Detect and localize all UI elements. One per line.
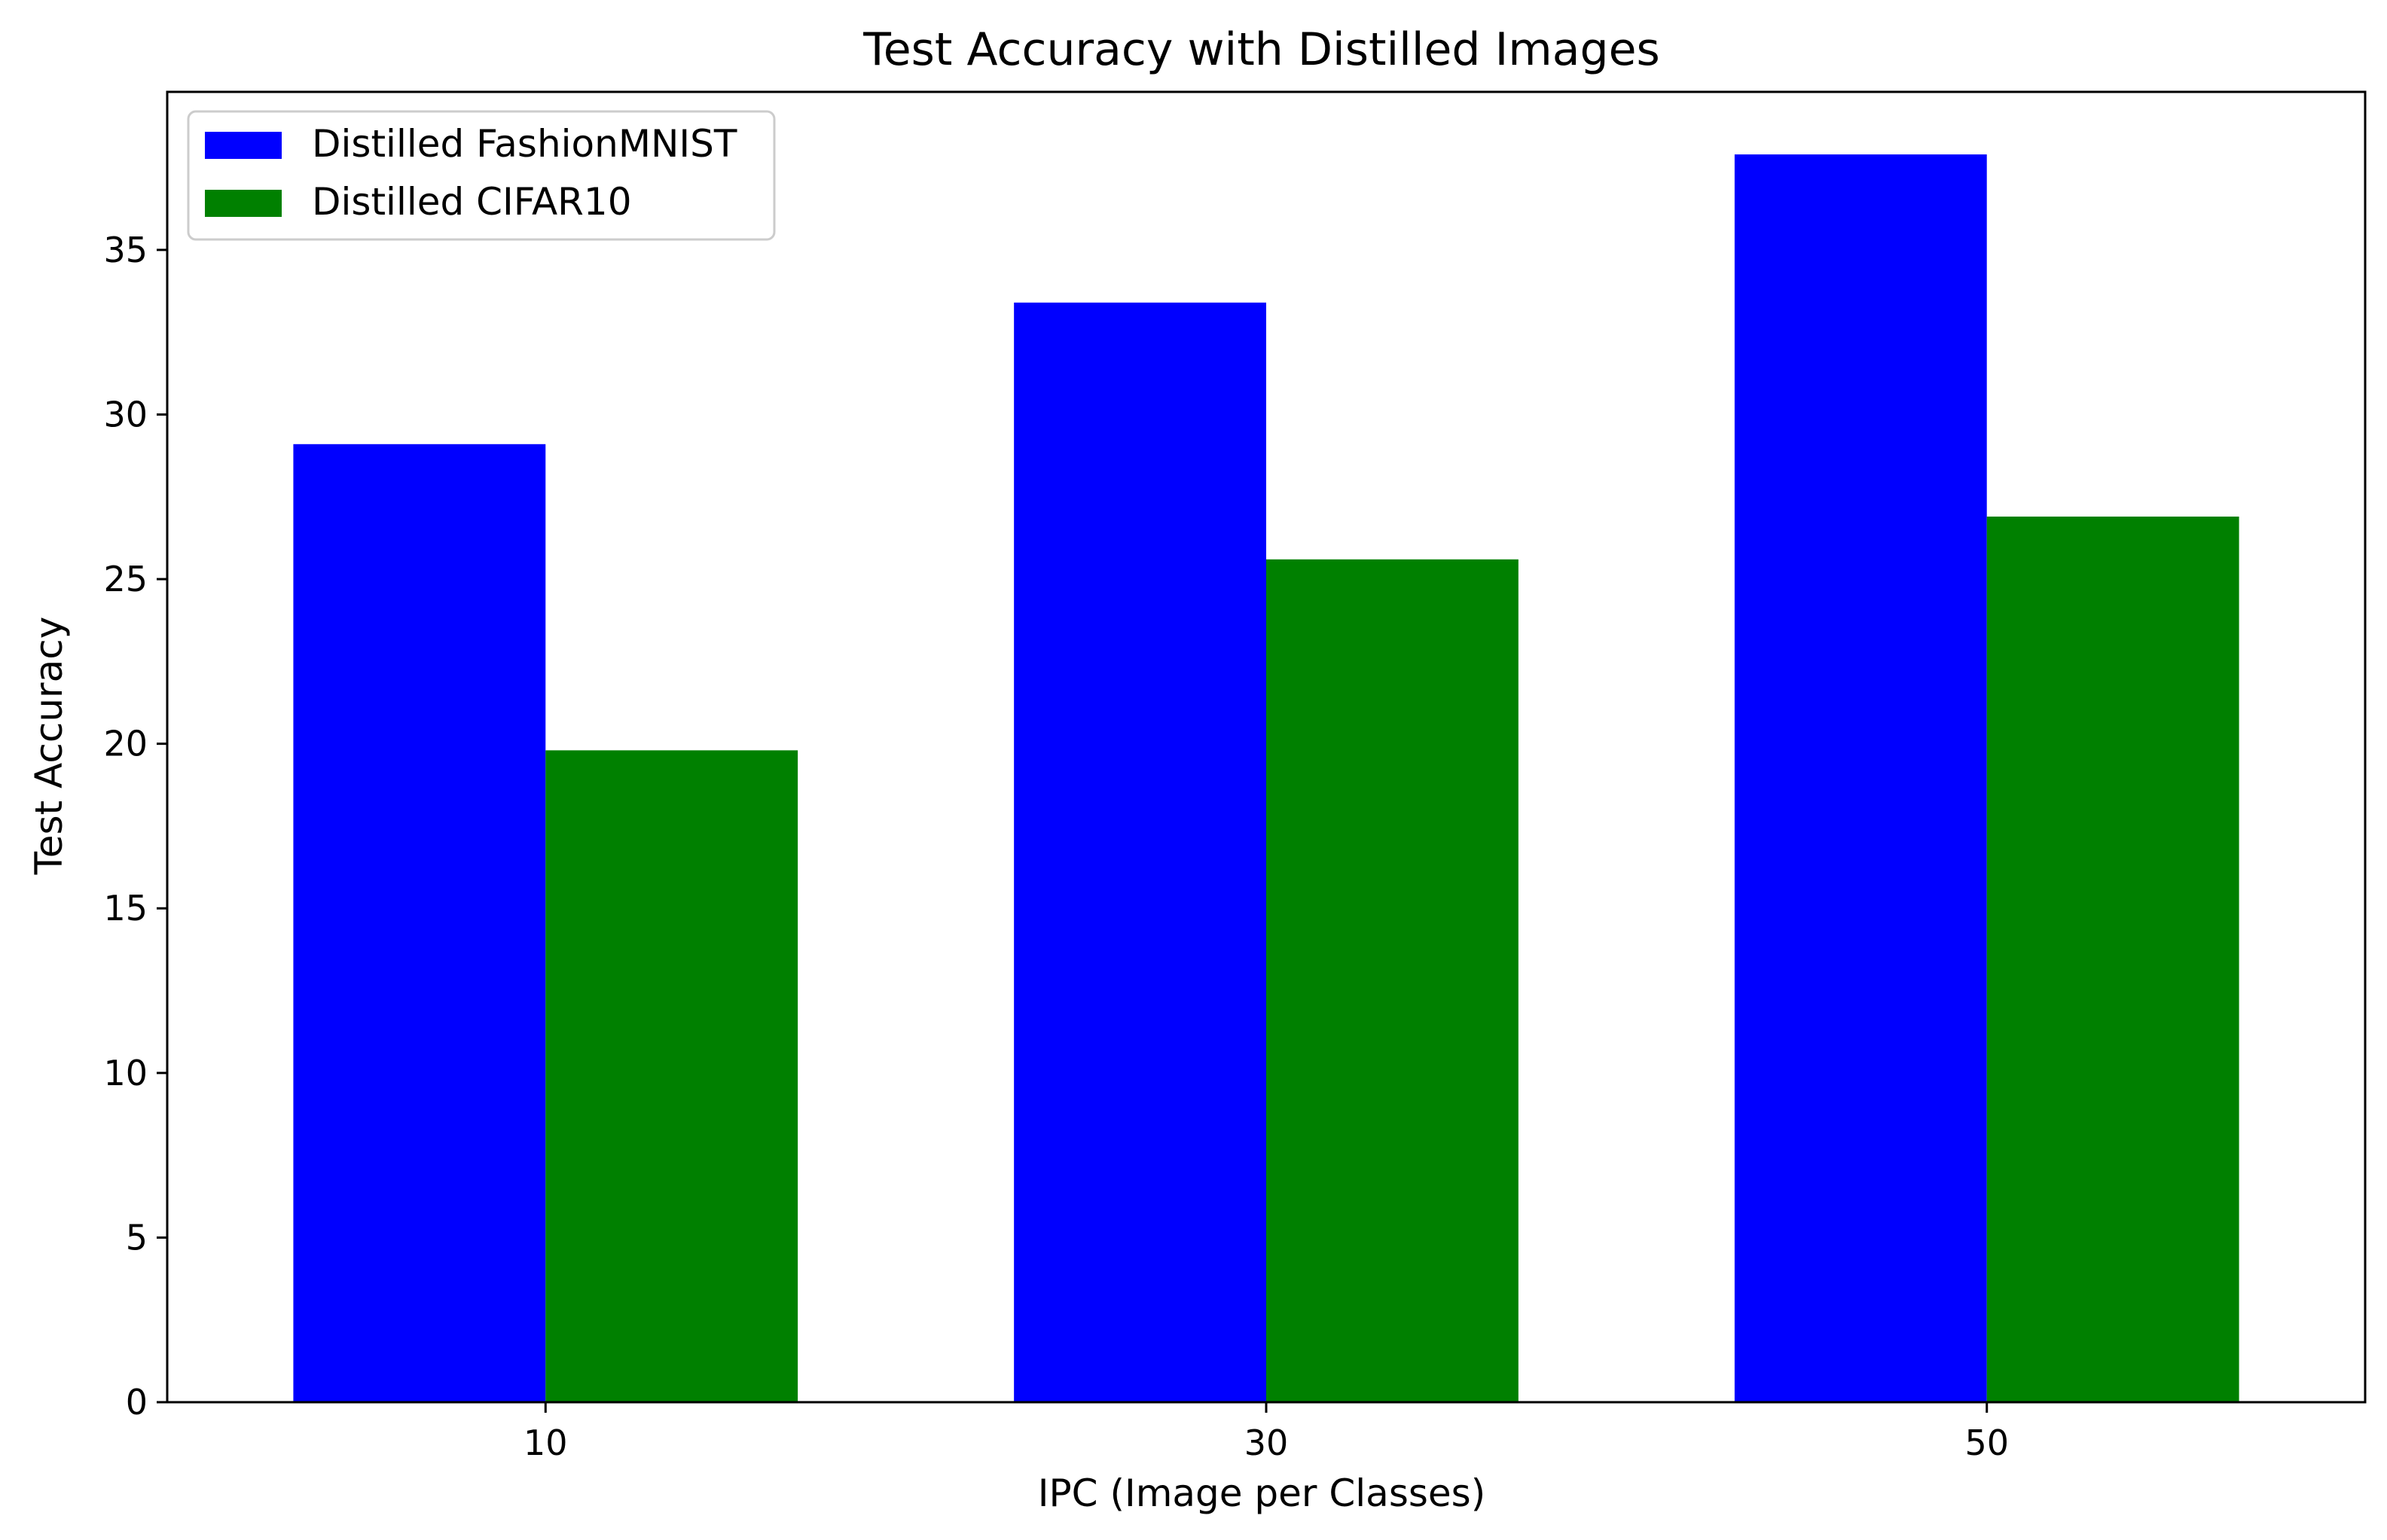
y-tick-label: 15	[103, 888, 148, 929]
x-tick-label: 10	[523, 1423, 568, 1463]
legend-label-fashionmnist: Distilled FashionMNIST	[312, 122, 737, 166]
y-tick-label: 5	[126, 1217, 148, 1258]
x-tick-label: 30	[1244, 1423, 1289, 1463]
x-axis: 10 30 50	[523, 1402, 2009, 1463]
y-tick-label: 10	[103, 1053, 148, 1093]
bar-series-1-10	[545, 750, 798, 1402]
bar-series-1-50	[1986, 516, 2239, 1402]
plot-frame	[166, 90, 2367, 1404]
x-tick-label: 50	[1964, 1423, 2009, 1463]
y-tick-label: 30	[103, 394, 148, 435]
y-axis-label: Test Accuracy	[27, 617, 71, 876]
legend-swatch-fashionmnist	[205, 132, 282, 159]
bar-series-1-30	[1266, 559, 1519, 1403]
legend-swatch-cifar10	[205, 190, 282, 217]
bar-series-0-10	[293, 444, 546, 1402]
y-tick-label: 20	[103, 724, 148, 764]
y-axis: 0 5 10 15 20 25 30 35	[103, 230, 167, 1423]
y-tick-label: 25	[103, 559, 148, 599]
legend-label-cifar10: Distilled CIFAR10	[312, 180, 632, 224]
legend-box	[187, 110, 776, 241]
bar-series-0-50	[1734, 154, 1987, 1403]
chart-title: Test Accuracy with Distilled Images	[862, 23, 1660, 76]
bar-series-0-30	[1014, 302, 1266, 1403]
legend: Distilled FashionMNIST Distilled CIFAR10	[187, 110, 776, 241]
y-tick-label: 0	[126, 1382, 148, 1423]
x-axis-label: IPC (Image per Classes)	[1038, 1471, 1486, 1515]
bars-layer	[293, 154, 2239, 1403]
y-tick-label: 35	[103, 230, 148, 270]
